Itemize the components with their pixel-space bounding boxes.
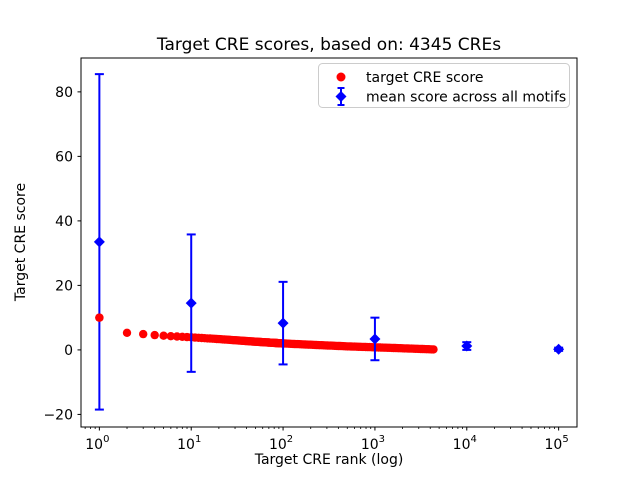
legend-label-target-score: target CRE score — [366, 70, 483, 86]
x-tick-label: 100 — [85, 434, 109, 453]
x-tick-label: 103 — [361, 434, 385, 453]
blue-mean-data-point — [369, 333, 381, 345]
x-tick-label: 102 — [269, 434, 293, 453]
chart-title: Target CRE scores, based on: 4345 CREs — [156, 35, 501, 55]
y-axis-label: Target CRE score — [13, 183, 29, 302]
x-tick-label: 105 — [545, 434, 569, 453]
legend-label-mean-score: mean score across all motifs — [366, 90, 566, 106]
x-axis-label: Target CRE rank (log) — [254, 452, 404, 468]
plot-area: −20 0 20 40 60 80 100 101 102 103 104 105 — [43, 57, 578, 453]
blue-mean-data-point — [461, 340, 473, 352]
red-data-point — [159, 331, 168, 340]
y-tick-label: 40 — [55, 214, 73, 230]
red-data-point — [122, 328, 132, 337]
legend: target CRE score mean score across all m… — [318, 63, 570, 108]
red-data-point-rank1 — [95, 313, 104, 322]
legend-box — [318, 63, 570, 108]
x-tick-label: 101 — [177, 434, 201, 453]
legend-mean-score-marker-icon — [335, 91, 347, 102]
red-data-point — [166, 332, 175, 341]
blue-mean-data-point — [93, 236, 105, 248]
y-tick-label: −20 — [43, 407, 73, 423]
red-data-point — [429, 345, 438, 354]
legend-target-score-marker-icon — [336, 72, 346, 82]
red-data-point — [139, 329, 148, 339]
y-tick-label: 0 — [64, 343, 73, 359]
y-tick-label: 80 — [55, 85, 73, 101]
axes-frame — [80, 57, 578, 428]
y-tick-label: 20 — [55, 278, 73, 294]
blue-mean-data-point — [185, 297, 197, 309]
red-data-point — [150, 330, 159, 340]
blue-mean-data-point — [553, 343, 565, 355]
x-tick-label: 104 — [453, 434, 477, 453]
blue-mean-data-point — [277, 317, 289, 329]
axes-background — [81, 58, 577, 427]
y-tick-label: 60 — [55, 149, 73, 165]
